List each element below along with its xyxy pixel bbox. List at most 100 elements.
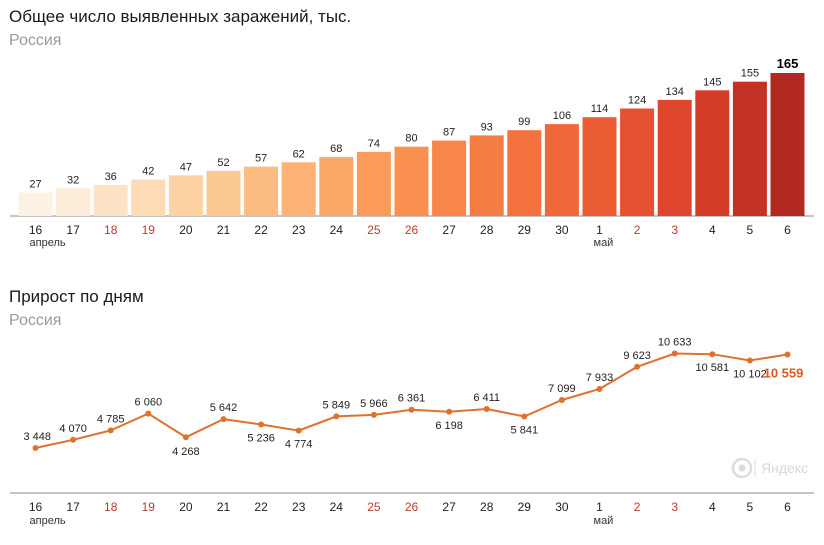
x-tick-label: 17 xyxy=(66,223,80,237)
x-tick-label: 30 xyxy=(555,223,569,237)
x-tick-label: 23 xyxy=(292,223,306,237)
x-tick-label: 16 xyxy=(29,223,43,237)
point-value-label: 7 933 xyxy=(586,372,614,384)
point-value-label: 5 966 xyxy=(360,398,388,410)
bar xyxy=(244,166,279,216)
month-label: май xyxy=(594,515,614,527)
x-tick-label: 1 xyxy=(596,500,603,514)
bar xyxy=(582,117,617,216)
point-value-label: 4 268 xyxy=(172,446,200,458)
bar-value-label: 27 xyxy=(29,179,41,191)
watermark-text: Яндекс xyxy=(761,460,808,476)
x-tick-label: 28 xyxy=(480,500,494,514)
point-value-label: 10 102 xyxy=(733,369,767,381)
bar-value-label: 106 xyxy=(553,110,571,122)
bar-value-label: 42 xyxy=(142,166,154,178)
x-tick-label: 1 xyxy=(596,223,603,237)
bar xyxy=(620,108,655,216)
month-label: май xyxy=(594,237,614,249)
x-tick-label: 18 xyxy=(104,223,118,237)
point-value-label: 4 774 xyxy=(285,439,313,451)
bar-value-label: 124 xyxy=(628,95,646,107)
data-point xyxy=(784,351,791,358)
data-point xyxy=(107,427,114,434)
bar-value-label: 74 xyxy=(368,138,380,150)
bar xyxy=(544,124,579,216)
x-tick-label: 17 xyxy=(66,500,80,514)
point-value-label: 6 361 xyxy=(398,393,426,405)
x-tick-label: 2 xyxy=(634,500,641,514)
point-value-label: 6 198 xyxy=(435,420,463,432)
x-tick-label: 21 xyxy=(217,500,231,514)
bar xyxy=(18,192,53,216)
bar-value-label: 134 xyxy=(666,86,684,98)
data-point xyxy=(521,413,528,420)
bar xyxy=(657,99,692,216)
point-value-label: 6 060 xyxy=(135,397,163,409)
bar xyxy=(93,184,128,216)
data-point xyxy=(32,445,39,451)
x-tick-label: 23 xyxy=(292,500,306,514)
point-value-label: 10 559 xyxy=(764,366,804,381)
x-tick-label: 29 xyxy=(518,500,532,514)
x-tick-label: 28 xyxy=(480,223,494,237)
bar-value-label: 99 xyxy=(518,116,530,128)
data-point xyxy=(596,386,603,392)
bar-value-label: 57 xyxy=(255,153,267,165)
x-tick-label: 26 xyxy=(405,500,419,514)
x-tick-label: 27 xyxy=(442,500,456,514)
bar xyxy=(507,130,542,216)
point-value-label: 10 581 xyxy=(695,362,729,374)
bar-value-label: 32 xyxy=(67,174,79,186)
bar xyxy=(695,90,730,216)
bar-value-label: 165 xyxy=(777,56,799,71)
bar xyxy=(432,140,467,216)
bar xyxy=(356,151,391,216)
data-point xyxy=(70,436,77,443)
point-value-label: 4 785 xyxy=(97,413,125,425)
bar xyxy=(206,170,241,216)
data-point xyxy=(671,350,678,357)
point-value-label: 5 841 xyxy=(511,425,539,437)
x-tick-label: 25 xyxy=(367,500,381,514)
data-point xyxy=(709,351,716,358)
point-value-label: 10 633 xyxy=(658,337,692,349)
x-tick-label: 4 xyxy=(709,223,716,237)
total-chart-subtitle: Россия xyxy=(9,32,62,49)
bar xyxy=(732,81,767,216)
x-tick-label: 24 xyxy=(330,223,344,237)
daily-chart-subtitle: Россия xyxy=(9,312,62,329)
data-point xyxy=(295,427,302,434)
x-tick-label: 5 xyxy=(747,223,754,237)
bar-value-label: 62 xyxy=(293,148,305,160)
bar-value-label: 80 xyxy=(405,133,417,145)
data-point xyxy=(408,406,415,413)
bar xyxy=(56,188,91,216)
data-point xyxy=(370,411,377,418)
bar-value-label: 145 xyxy=(703,76,721,88)
point-value-label: 7 099 xyxy=(548,383,576,395)
bar xyxy=(469,135,504,216)
bar-value-label: 155 xyxy=(741,68,759,80)
month-label: апрель xyxy=(30,237,66,249)
x-tick-label: 18 xyxy=(104,500,118,514)
x-tick-label: 20 xyxy=(179,500,193,514)
x-tick-label: 16 xyxy=(29,500,43,514)
x-tick-label: 27 xyxy=(442,223,456,237)
x-tick-label: 24 xyxy=(330,500,344,514)
x-tick-label: 21 xyxy=(217,223,231,237)
point-value-label: 9 623 xyxy=(623,350,651,362)
point-value-label: 5 236 xyxy=(247,433,275,445)
bar-value-label: 47 xyxy=(180,161,192,173)
total-cases-bar-chart: 2716321736184219472052215722622368247425… xyxy=(10,56,814,249)
bar xyxy=(131,179,166,216)
data-point xyxy=(220,416,227,423)
data-point xyxy=(483,406,490,412)
data-point xyxy=(182,434,189,441)
x-tick-label: 3 xyxy=(671,500,678,514)
x-tick-label: 2 xyxy=(634,223,641,237)
bar-value-label: 68 xyxy=(330,143,342,155)
bar-value-label: 114 xyxy=(591,103,609,115)
yandex-watermark: Яндекс xyxy=(731,457,808,479)
